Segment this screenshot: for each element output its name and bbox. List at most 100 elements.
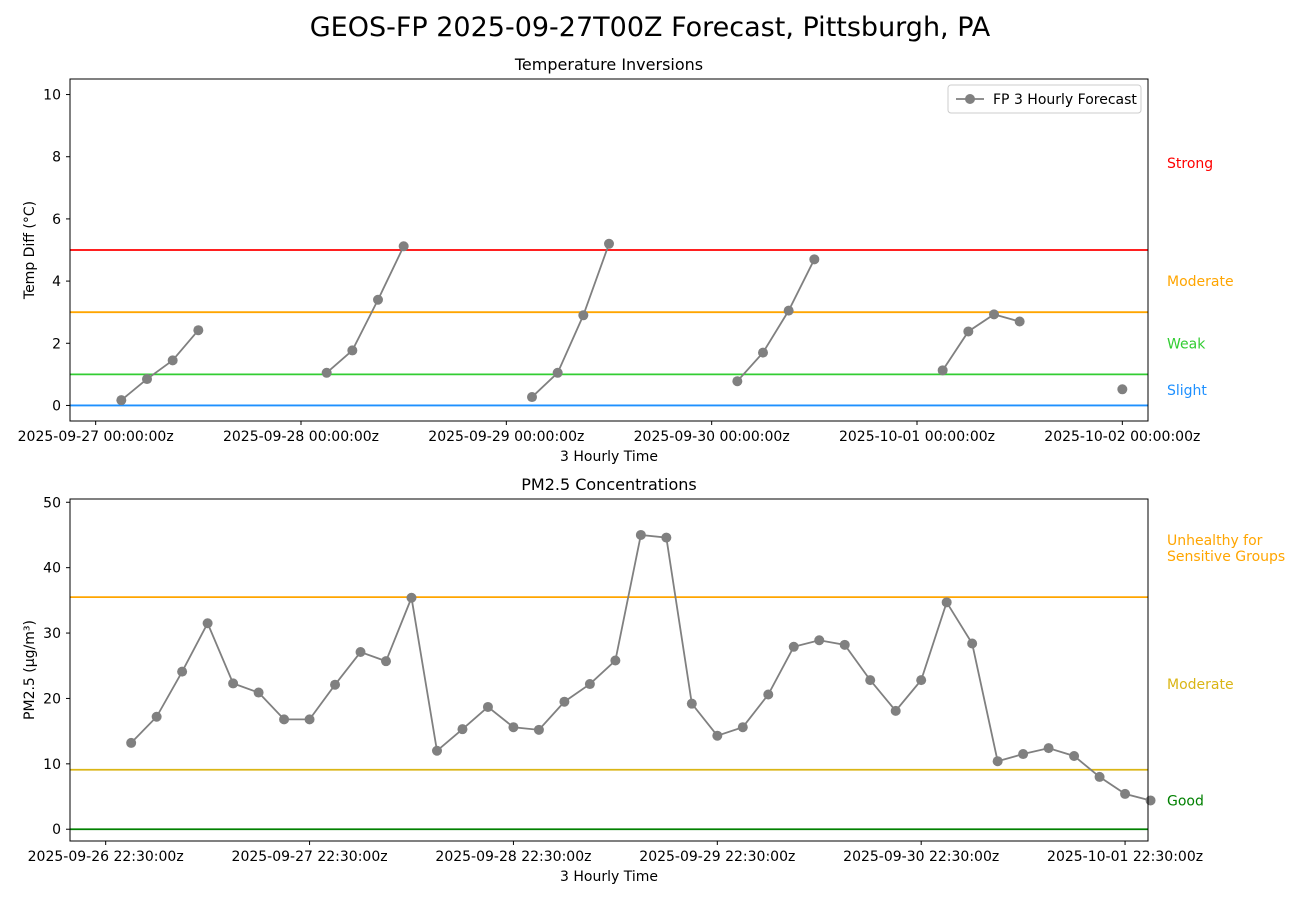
data-point (347, 345, 358, 356)
legend-label: FP 3 Hourly Forecast (993, 92, 1137, 108)
data-point (167, 355, 178, 366)
reference-label: Good (1167, 793, 1204, 809)
x-tick-label: 2025-09-28 22:30:00z (435, 849, 591, 865)
plot-frame (69, 498, 1149, 842)
data-point (712, 730, 723, 741)
y-tick-label: 0 (52, 398, 61, 414)
data-point (533, 724, 544, 735)
x-tick-label: 2025-09-29 00:00:00z (428, 429, 584, 445)
figure-title: GEOS-FP 2025-09-27T00Z Forecast, Pittsbu… (309, 12, 991, 43)
data-point (527, 392, 537, 403)
reference-label-line: Weak (1167, 336, 1206, 352)
data-point (1043, 743, 1054, 754)
data-point (1094, 771, 1105, 782)
data-point (578, 310, 589, 321)
data-point (253, 687, 264, 698)
x-tick-label: 2025-10-01 00:00:00z (839, 429, 995, 445)
x-axis-label: 3 Hourly Time (560, 869, 658, 885)
y-tick-label: 40 (43, 561, 61, 577)
data-point (783, 305, 794, 316)
y-tick-label: 30 (43, 626, 61, 642)
data-point (758, 347, 768, 358)
data-point (482, 701, 493, 712)
data-point (431, 745, 442, 756)
data-point (381, 656, 392, 667)
x-tick-label: 2025-09-30 22:30:00z (843, 849, 999, 865)
y-tick-label: 10 (43, 757, 61, 773)
x-tick-label: 2025-09-30 00:00:00z (634, 429, 790, 445)
reference-label: Slight (1167, 383, 1207, 399)
data-point (1120, 788, 1131, 799)
data-point (967, 638, 978, 649)
data-point (865, 675, 876, 686)
y-axis-label: Temp Diff (°C) (22, 201, 38, 300)
reference-label: Weak (1167, 336, 1206, 352)
series-line (326, 245, 405, 374)
data-point (552, 367, 563, 378)
x-tick-label: 2025-09-27 00:00:00z (18, 429, 174, 445)
data-point (559, 696, 570, 707)
temperature-inversion-chart: Strong Moderate Weak Slight 0 2 4 6 8 10 2025-09-2… (18, 55, 1234, 465)
y-tick-label: 2 (52, 336, 61, 352)
data-point (373, 294, 383, 305)
reference-label-line: Sensitive Groups (1167, 549, 1285, 565)
data-point (763, 689, 774, 700)
x-tick-label: 2025-09-29 22:30:00z (639, 849, 795, 865)
data-point (992, 756, 1003, 767)
data-point (963, 326, 974, 337)
plot-frame (69, 78, 1149, 422)
data-point (330, 679, 341, 690)
series-line (941, 313, 1020, 371)
data-point (635, 529, 646, 540)
y-tick-label: 20 (43, 691, 61, 707)
y-tick-label: 0 (52, 822, 61, 838)
data-point (116, 395, 127, 406)
reference-label-line: Moderate (1167, 677, 1234, 693)
series-line (531, 243, 610, 398)
series-line (120, 329, 200, 401)
data-point (604, 238, 614, 249)
y-tick-label: 10 (43, 88, 61, 104)
pm25-chart: Unhealthy for Sensitive Groups Moderate Goo… (22, 475, 1285, 885)
data-point (941, 597, 952, 608)
data-point (686, 698, 697, 709)
data-point (839, 639, 850, 650)
series-line (736, 258, 816, 382)
legend: FP 3 Hourly Forecast (947, 84, 1142, 114)
data-point (1014, 316, 1025, 327)
data-point (177, 666, 188, 677)
data-point (814, 635, 825, 646)
data-point (732, 376, 743, 387)
x-tick-label: 2025-09-27 22:30:00z (232, 849, 388, 865)
data-point (661, 532, 672, 543)
data-point (355, 647, 366, 658)
y-tick-label: 6 (52, 212, 61, 228)
data-point (1069, 750, 1080, 761)
data-point (1145, 795, 1156, 806)
reference-label-line: Strong (1167, 156, 1213, 172)
data-point (937, 365, 948, 376)
data-point (151, 711, 162, 722)
y-axis-label: PM2.5 (µg/m³) (22, 620, 38, 720)
reference-label-line: Slight (1167, 383, 1207, 399)
data-point (809, 254, 820, 265)
reference-label: Unhealthy for Sensitive Groups (1167, 533, 1285, 565)
data-point (1117, 384, 1128, 395)
data-point (457, 724, 468, 735)
y-tick-label: 4 (52, 274, 61, 290)
data-point (610, 655, 621, 666)
reference-label: Strong (1167, 156, 1213, 172)
x-tick-label: 2025-10-02 00:00:00z (1044, 429, 1200, 445)
chart-title: PM2.5 Concentrations (521, 475, 697, 494)
x-tick-label: 2025-09-26 22:30:00z (28, 849, 184, 865)
data-point (142, 374, 152, 385)
reference-label-line: Good (1167, 793, 1204, 809)
data-point (398, 241, 409, 252)
data-point (228, 678, 239, 689)
y-tick-label: 50 (43, 495, 61, 511)
x-tick-label: 2025-10-01 22:30:00z (1047, 849, 1203, 865)
reference-label: Moderate (1167, 677, 1234, 693)
data-point (916, 675, 927, 686)
data-point (321, 367, 332, 378)
reference-label-line: Unhealthy for (1167, 533, 1263, 549)
